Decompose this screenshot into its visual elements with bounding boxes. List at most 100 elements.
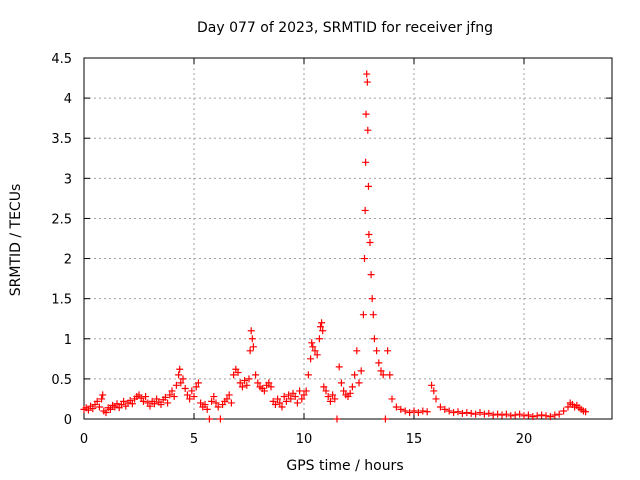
data-point	[181, 385, 189, 393]
y-tick-label: 3	[64, 172, 72, 187]
data-point	[450, 409, 458, 417]
data-point	[454, 408, 462, 416]
data-point	[485, 409, 493, 417]
data-point	[252, 371, 260, 379]
data-point	[265, 379, 273, 387]
data-point	[89, 405, 97, 413]
x-tick-label: 0	[80, 432, 88, 447]
data-point	[236, 379, 244, 387]
data-point	[351, 371, 359, 379]
data-point	[370, 335, 378, 343]
data-point	[555, 410, 563, 418]
gridlines	[84, 58, 612, 419]
data-point	[458, 409, 466, 417]
data-point	[175, 371, 183, 379]
data-point	[291, 393, 299, 401]
data-point	[357, 367, 365, 375]
data-point	[467, 409, 475, 417]
data-point	[363, 70, 371, 78]
data-point	[161, 393, 169, 401]
data-point	[248, 335, 256, 343]
data-point	[267, 383, 275, 391]
x-tick-label: 10	[296, 432, 313, 447]
data-point	[319, 327, 327, 335]
data-point	[285, 391, 293, 399]
data-point	[401, 407, 409, 415]
data-point	[335, 363, 343, 371]
y-tick-label: 1.5	[51, 293, 72, 308]
data-point	[419, 407, 427, 415]
data-point	[179, 375, 187, 383]
data-point	[364, 182, 372, 190]
data-point	[168, 387, 176, 395]
data-point	[98, 395, 106, 403]
data-point	[172, 381, 180, 389]
data-point	[476, 409, 484, 417]
data-point	[489, 411, 497, 419]
data-point	[494, 410, 502, 418]
data-point	[311, 347, 319, 355]
data-point	[128, 400, 136, 408]
data-point	[225, 391, 233, 399]
data-point	[368, 295, 376, 303]
data-point	[212, 399, 220, 407]
data-point	[208, 397, 216, 405]
data-point	[93, 397, 101, 405]
data-point	[84, 406, 92, 414]
data-point	[441, 405, 449, 413]
data-point	[296, 387, 304, 395]
data-point	[375, 359, 383, 367]
y-tick-label: 2.5	[51, 212, 72, 227]
data-point	[359, 311, 367, 319]
data-point	[304, 371, 312, 379]
data-point	[113, 400, 121, 408]
data-point	[307, 355, 315, 363]
data-point	[364, 126, 372, 134]
data-point	[238, 383, 246, 391]
data-point	[560, 407, 568, 415]
data-point	[373, 347, 381, 355]
data-point	[230, 371, 238, 379]
data-point	[511, 411, 519, 419]
data-point	[227, 399, 235, 407]
y-tick-label: 2	[64, 253, 72, 268]
data-point	[340, 387, 348, 395]
data-point	[276, 399, 284, 407]
data-point	[300, 391, 308, 399]
data-point	[367, 271, 375, 279]
tick-labels: 0 0.5 1 1.5 2 2.5 3 3.5 4 4.5 0 5 10 15 20	[51, 52, 532, 447]
data-point	[397, 405, 405, 413]
data-point	[524, 411, 532, 419]
data-point	[362, 158, 370, 166]
data-point	[381, 415, 389, 423]
data-point	[502, 410, 510, 418]
data-point	[361, 206, 369, 214]
y-tick-label: 0.5	[51, 373, 72, 388]
data-point	[529, 413, 537, 421]
data-point	[308, 339, 316, 347]
data-point	[365, 230, 373, 238]
data-point	[190, 393, 198, 401]
data-point	[315, 335, 323, 343]
data-point	[318, 319, 326, 327]
x-tick-label: 15	[406, 432, 423, 447]
data-point	[192, 383, 200, 391]
data-point	[197, 399, 205, 407]
data-point	[278, 403, 286, 411]
data-point	[280, 393, 288, 401]
data-point	[331, 395, 339, 403]
data-point	[183, 391, 191, 399]
data-point	[384, 347, 392, 355]
data-point	[177, 379, 185, 387]
data-point	[317, 323, 324, 331]
data-point	[551, 411, 559, 419]
data-point	[287, 395, 295, 403]
data-point	[170, 393, 178, 401]
data-point	[186, 395, 194, 403]
data-point	[322, 387, 330, 395]
data-point	[271, 401, 279, 409]
data-point	[194, 379, 202, 387]
data-point	[274, 395, 282, 403]
data-point	[201, 401, 209, 409]
data-point	[546, 413, 554, 421]
